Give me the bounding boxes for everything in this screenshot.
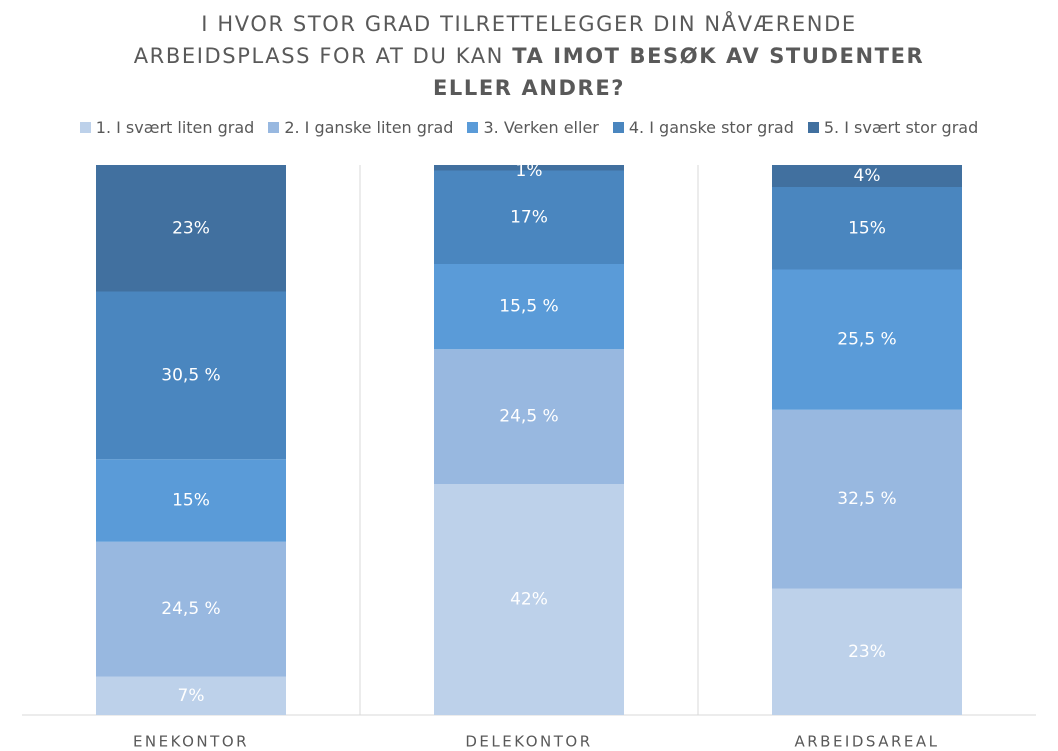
legend-swatch — [467, 122, 479, 133]
x-tick-label: ENEKONTOR — [133, 733, 249, 751]
legend-item: 3. Verken eller — [467, 118, 599, 137]
bar-segment — [96, 676, 286, 715]
data-label: 23% — [172, 218, 210, 238]
x-tick-label: DELEKONTOR — [465, 733, 592, 751]
legend: 1. I svært liten grad 2. I ganske liten g… — [0, 118, 1058, 137]
legend-label: 2. I ganske liten grad — [284, 118, 454, 137]
data-label: 7% — [178, 686, 205, 706]
bar-segment — [772, 269, 962, 410]
title-text: I HVOR STOR GRAD TILRETTELEGGER DIN NÅVÆ… — [133, 12, 857, 68]
legend-label: 1. I svært liten grad — [95, 118, 255, 137]
legend-swatch — [268, 122, 280, 133]
bar-segment — [772, 187, 962, 270]
chart-title: I HVOR STOR GRAD TILRETTELEGGER DIN NÅVÆ… — [124, 8, 934, 104]
bar-segment — [772, 165, 962, 187]
bar-segment — [434, 349, 624, 484]
legend-swatch — [612, 122, 624, 133]
legend-item: 5. I svært stor grad — [807, 118, 979, 137]
data-label: 1% — [516, 161, 543, 181]
bar-segment — [434, 170, 624, 264]
legend-swatch — [79, 122, 91, 133]
bar-segment — [96, 541, 286, 677]
legend-label: 3. Verken eller — [483, 118, 599, 137]
data-label: 30,5 % — [161, 365, 220, 385]
bar-segment — [96, 291, 286, 460]
bar-segment — [96, 165, 286, 292]
data-label: 15% — [172, 491, 210, 511]
bar-segment — [96, 459, 286, 542]
title-emphasis: TA IMOT BESØK AV STUDENTER ELLER ANDRE? — [432, 44, 925, 100]
legend-item: 1. I svært liten grad — [79, 118, 255, 137]
legend-item: 2. I ganske liten grad — [268, 118, 453, 137]
data-label: 23% — [848, 642, 886, 662]
legend-item: 4. I ganske stor grad — [612, 118, 794, 137]
data-label: 42% — [510, 590, 548, 610]
data-label: 24,5 % — [499, 407, 558, 427]
data-label: 25,5 % — [837, 330, 896, 350]
data-label: 15,5 % — [499, 297, 558, 317]
legend-label: 4. I ganske stor grad — [628, 118, 794, 137]
legend-swatch — [807, 122, 819, 133]
bar-segment — [772, 409, 962, 589]
data-label: 32,5 % — [837, 489, 896, 509]
x-tick-label: ARBEIDSAREAL — [794, 733, 939, 751]
data-label: 17% — [510, 207, 548, 227]
bar-segment — [434, 165, 624, 171]
data-label: 15% — [848, 218, 886, 238]
bar-segment — [772, 588, 962, 715]
data-label: 24,5 % — [161, 599, 220, 619]
data-label: 4% — [854, 166, 881, 186]
bar-segment — [434, 264, 624, 350]
bar-segment — [434, 484, 624, 715]
legend-label: 5. I svært stor grad — [823, 118, 979, 137]
